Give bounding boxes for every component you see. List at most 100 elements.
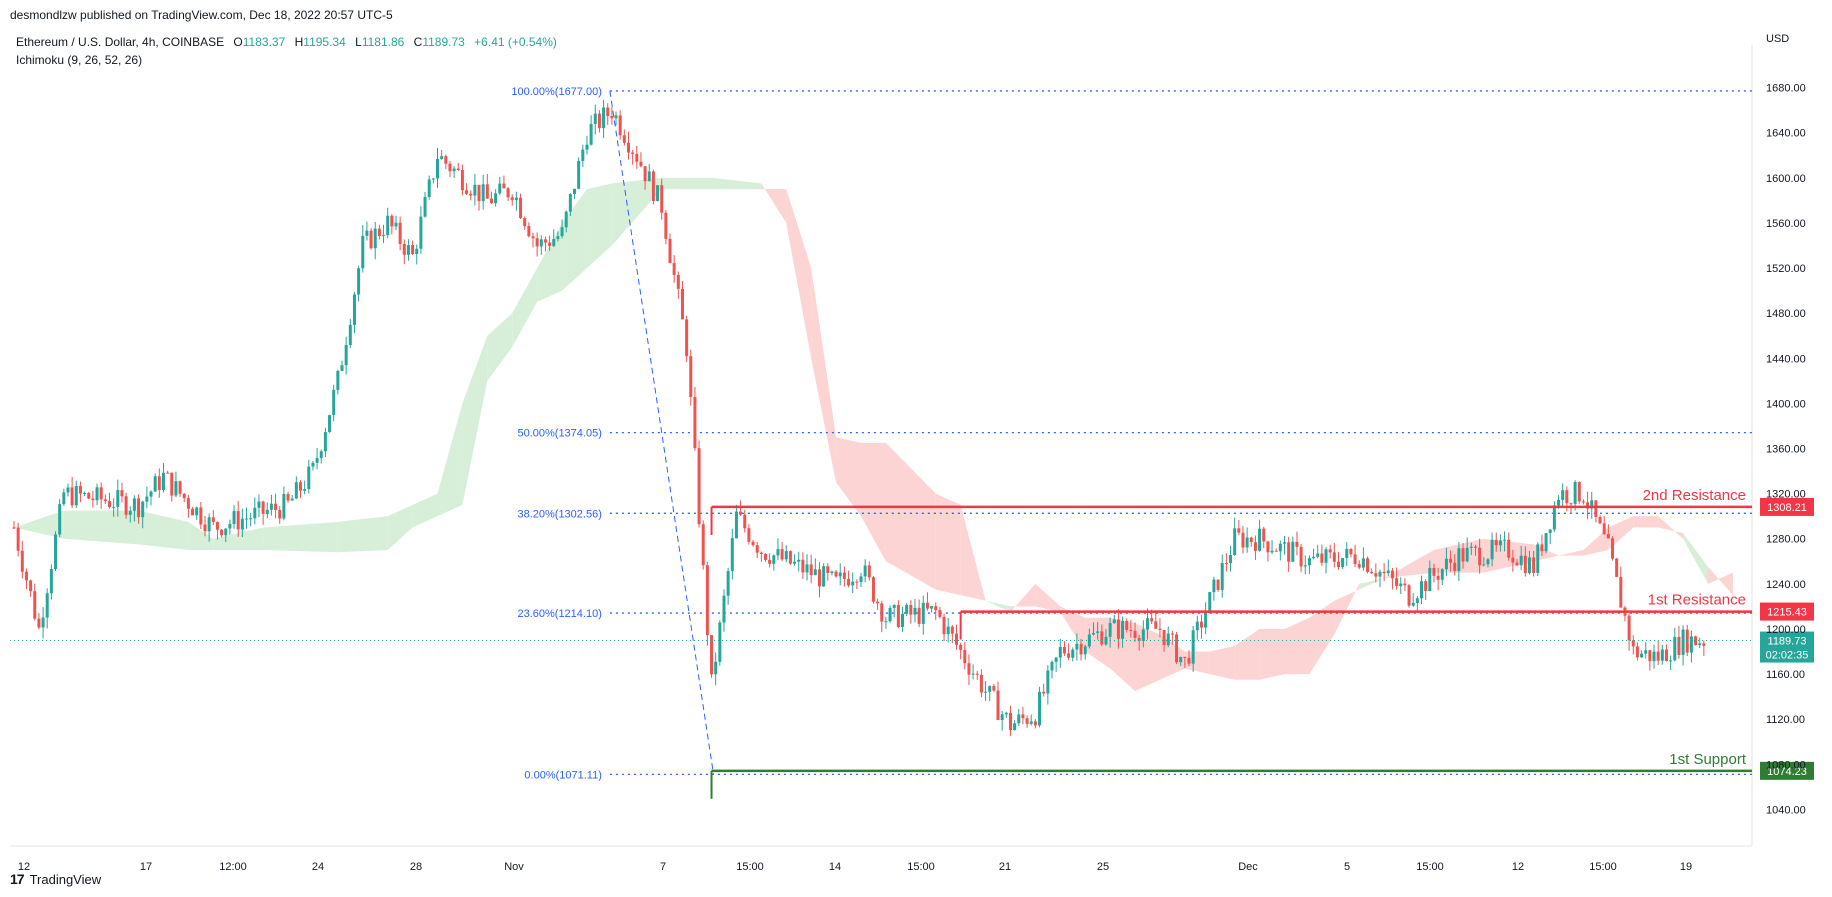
high-label: H	[294, 35, 304, 49]
candle-bearish	[1511, 549, 1515, 572]
candle-bullish	[913, 598, 917, 623]
open-value: 1183.37	[242, 35, 286, 49]
candle-body	[20, 550, 24, 572]
candle-bullish	[971, 664, 975, 680]
price-tick-label: 1280.00	[1766, 534, 1806, 546]
symbol-name[interactable]: Ethereum / U.S. Dollar, 4h, COINBASE	[16, 35, 225, 49]
cloud-segment-bearish	[1284, 617, 1310, 675]
candle-body	[87, 492, 91, 499]
candle-bullish	[149, 490, 153, 506]
candle-bearish	[1100, 624, 1104, 646]
candle-body	[1685, 629, 1689, 653]
candle-body	[415, 248, 419, 255]
candle-body	[988, 685, 992, 692]
candle-body	[477, 184, 481, 202]
candle-body	[245, 518, 249, 520]
level-price-tag	[1760, 602, 1814, 621]
candle-body	[1336, 561, 1340, 568]
time-tick-label: 15:00	[1589, 861, 1617, 873]
candle-body	[1303, 565, 1307, 567]
candle-body	[1229, 555, 1233, 564]
candle-body	[1403, 583, 1407, 586]
candle-body	[548, 242, 552, 246]
candle-bullish	[560, 219, 564, 239]
candle-bullish	[1071, 647, 1075, 662]
candle-body	[307, 466, 311, 489]
candle-body	[1652, 651, 1656, 662]
candle-bearish	[1249, 536, 1253, 547]
candle-bullish	[1573, 480, 1577, 511]
candle-body	[1058, 647, 1062, 658]
candle-bearish	[535, 232, 539, 257]
candle-bullish	[303, 480, 307, 495]
candle-body	[1478, 547, 1482, 566]
candle-body	[1523, 555, 1527, 574]
cloud-segment-bullish	[387, 504, 413, 551]
candle-bearish	[1366, 556, 1370, 574]
candle-bullish	[589, 115, 593, 146]
candle-body	[1312, 556, 1316, 559]
candle-bullish	[95, 483, 99, 506]
candle-body	[718, 622, 722, 662]
candle-bullish	[884, 616, 888, 629]
candle-body	[1519, 555, 1523, 566]
ichimoku-indicator-label[interactable]: Ichimoku (9, 26, 52, 26)	[16, 53, 143, 67]
candle-bearish	[996, 681, 1000, 721]
candle-bearish	[668, 233, 672, 264]
candle-body	[45, 593, 49, 618]
candle-bullish	[240, 508, 244, 538]
candle-body	[614, 115, 618, 119]
candle-bullish	[1316, 544, 1320, 559]
last-price-value: 1189.73	[1768, 636, 1807, 648]
candle-bearish	[390, 214, 394, 235]
candle-body	[660, 185, 664, 213]
candle-bullish	[427, 175, 431, 200]
low-value: 1181.86	[361, 35, 405, 49]
candle-body	[1619, 576, 1623, 608]
candle-bullish	[1420, 575, 1424, 605]
candle-bullish	[141, 500, 145, 529]
cloud-segment-bullish	[213, 527, 264, 551]
candle-bullish	[730, 528, 734, 580]
candle-bearish	[1295, 531, 1299, 556]
cloud-segment-bearish	[1110, 617, 1136, 692]
candle-bearish	[124, 492, 128, 519]
candle-body	[1640, 653, 1644, 658]
candle-bearish	[448, 160, 452, 178]
candle-bearish	[1154, 610, 1158, 629]
candle-bearish	[979, 669, 983, 698]
level-name: 2nd Resistance	[1643, 487, 1746, 504]
candle-body	[1411, 602, 1415, 606]
candle-bearish	[477, 184, 481, 211]
candle-body	[1179, 656, 1183, 663]
candle-body	[1079, 643, 1083, 655]
candle-body	[971, 673, 975, 675]
candle-body	[1154, 621, 1158, 629]
candle-bearish	[1577, 481, 1581, 504]
candle-body	[797, 559, 801, 562]
candle-body	[1353, 554, 1357, 565]
candle-bullish	[1457, 542, 1461, 581]
candle-bearish	[1025, 715, 1029, 729]
cloud-segment-bullish	[711, 177, 762, 190]
candle-bullish	[1465, 537, 1469, 563]
candle-bearish	[502, 175, 506, 189]
candle-bullish	[1345, 542, 1349, 566]
candle-bullish	[1017, 708, 1021, 726]
candle-body	[656, 185, 660, 202]
candle-body	[1328, 549, 1332, 553]
price-tick-label: 1400.00	[1766, 398, 1806, 410]
candle-bullish	[1536, 542, 1540, 577]
candle-bearish	[909, 600, 913, 624]
candle-body	[1004, 712, 1008, 715]
candle-body	[643, 166, 647, 182]
candle-body	[851, 581, 855, 586]
candle-bearish	[12, 521, 16, 529]
candle-body	[1104, 636, 1108, 645]
candle-body	[1420, 581, 1424, 599]
candle-body	[626, 142, 630, 153]
candle-body	[523, 218, 527, 227]
candle-bullish	[161, 462, 165, 493]
tradingview-logo[interactable]: 17 TradingView	[10, 871, 101, 887]
